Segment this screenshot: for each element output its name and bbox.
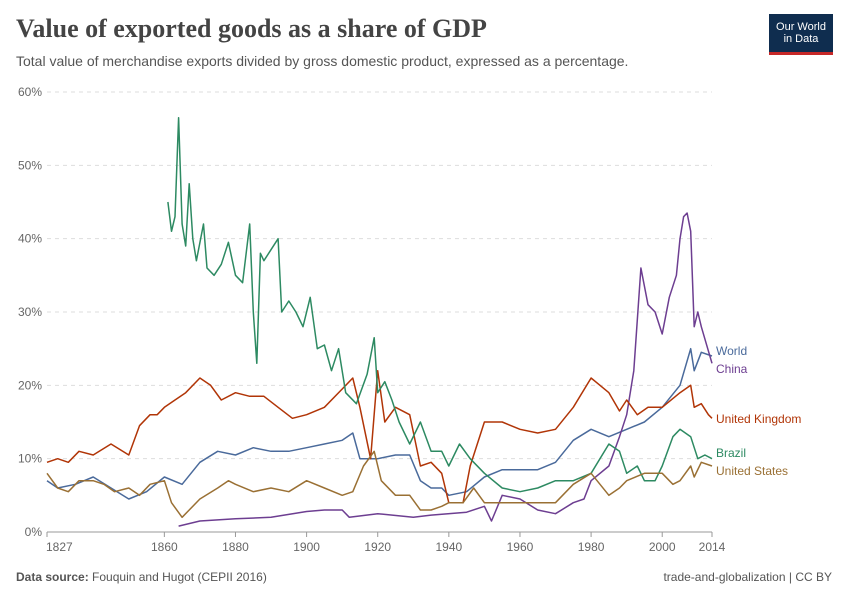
x-tick-label: 1940 — [435, 540, 462, 554]
x-tick-label: 1900 — [293, 540, 320, 554]
logo-line-1: Our World — [776, 21, 826, 33]
x-tick-label: 1827 — [46, 540, 73, 554]
series-labels: World China United Kingdom Brazil United Sta… — [716, 344, 801, 478]
x-tick-label: 1920 — [364, 540, 391, 554]
series-lines — [46, 116, 713, 527]
page-subtitle: Total value of merchandise exports divid… — [16, 53, 629, 69]
x-tick-label: 2000 — [649, 540, 676, 554]
x-tick-label: 1960 — [507, 540, 534, 554]
data-source-label: Data source: — [16, 570, 89, 584]
license-link[interactable]: trade-and-globalization | CC BY — [663, 570, 832, 584]
y-tick-label: 50% — [18, 158, 42, 172]
x-tick-label: 2014 — [699, 540, 726, 554]
x-tick-label: 1860 — [151, 540, 178, 554]
x-tick-label: 1880 — [222, 540, 249, 554]
series-line-china — [178, 212, 713, 527]
series-label-china: China — [716, 362, 748, 376]
series-line-world — [46, 347, 713, 500]
series-line-united-kingdom — [46, 369, 713, 504]
series-label-brazil: Brazil — [716, 446, 746, 460]
y-tick-label: 20% — [18, 378, 42, 392]
data-source: Data source: Fouquin and Hugot (CEPII 20… — [16, 570, 267, 584]
page-title: Value of exported goods as a share of GD… — [16, 14, 487, 43]
series-label-united-states: United States — [716, 464, 788, 478]
y-axis-ticks: 0% 10% 20% 30% 40% 50% 60% — [18, 85, 42, 539]
series-line-united-states — [46, 450, 713, 519]
grid-lines — [47, 91, 712, 460]
series-label-world: World — [716, 344, 747, 358]
owid-logo[interactable]: Our World in Data — [769, 14, 833, 55]
y-tick-label: 30% — [18, 305, 42, 319]
x-tick-label: 1980 — [578, 540, 605, 554]
series-line-brazil — [167, 116, 713, 493]
series-label-united-kingdom: United Kingdom — [716, 412, 801, 426]
y-tick-label: 0% — [25, 525, 43, 539]
y-tick-label: 10% — [18, 452, 42, 466]
logo-line-2: in Data — [783, 33, 819, 45]
data-source-text: Fouquin and Hugot (CEPII 2016) — [92, 570, 267, 584]
x-axis: 1827 1860 1880 1900 1920 1940 1960 1980 2000 2014 — [46, 531, 726, 554]
y-tick-label: 60% — [18, 85, 42, 99]
y-tick-label: 40% — [18, 232, 42, 246]
